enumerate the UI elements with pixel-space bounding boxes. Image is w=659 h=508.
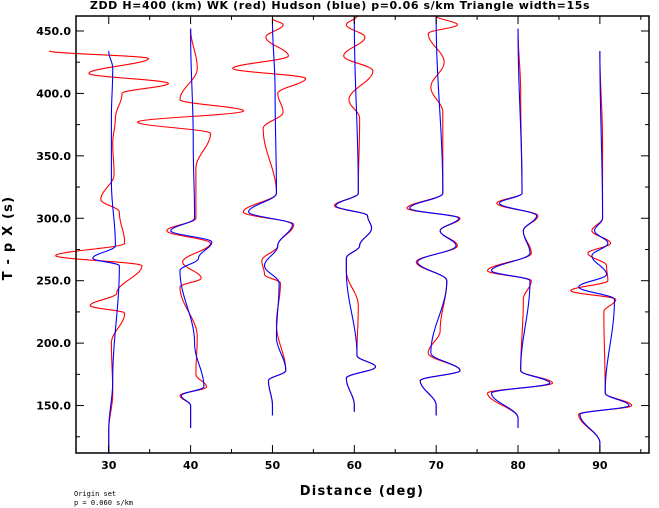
hudson-trace-30 bbox=[92, 50, 120, 453]
y-axis: 150.0 200.0 250.0 300.0 350.0 400.0 450.0 bbox=[36, 25, 649, 438]
plot-frame bbox=[75, 15, 650, 454]
footnote-line-2: p = 0.060 s/km bbox=[74, 499, 133, 507]
y-tick-label: 250.0 bbox=[36, 275, 71, 288]
y-tick-label: 350.0 bbox=[36, 150, 71, 163]
x-tick-label: 50 bbox=[265, 459, 281, 472]
wk-trace-40 bbox=[136, 28, 245, 429]
x-tick-label: 40 bbox=[183, 459, 199, 472]
x-tick-label: 90 bbox=[592, 459, 608, 472]
y-tick-label: 200.0 bbox=[36, 337, 71, 350]
hudson-trace-60 bbox=[335, 16, 377, 412]
chart-title: ZDD H=400 (km) WK (red) Hudson (blue) p=… bbox=[90, 0, 590, 12]
wk-trace-80 bbox=[486, 28, 554, 429]
wk-trace-30 bbox=[48, 50, 170, 453]
hudson-trace-70 bbox=[409, 16, 461, 416]
footnote-line-1: Origin set bbox=[74, 490, 116, 498]
x-axis: 30 40 50 60 70 80 90 bbox=[101, 16, 642, 472]
wk-trace-90 bbox=[570, 50, 633, 453]
wk-trace-50 bbox=[231, 18, 307, 416]
x-tick-label: 80 bbox=[510, 459, 526, 472]
y-tick-label: 450.0 bbox=[36, 25, 71, 38]
x-tick-label: 70 bbox=[429, 459, 445, 472]
x-tick-label: 60 bbox=[347, 459, 363, 472]
y-axis-label: T - p X (s) bbox=[1, 196, 16, 281]
trace-group bbox=[48, 15, 633, 453]
x-tick-label: 30 bbox=[101, 459, 117, 472]
y-tick-label: 150.0 bbox=[36, 400, 71, 413]
hudson-trace-90 bbox=[578, 50, 630, 453]
y-tick-label: 300.0 bbox=[36, 212, 71, 225]
hudson-trace-40 bbox=[170, 28, 213, 429]
y-tick-label: 400.0 bbox=[36, 87, 71, 100]
hudson-trace-80 bbox=[490, 28, 551, 429]
x-axis-label: Distance (deg) bbox=[300, 484, 424, 499]
hudson-trace-50 bbox=[248, 18, 293, 416]
